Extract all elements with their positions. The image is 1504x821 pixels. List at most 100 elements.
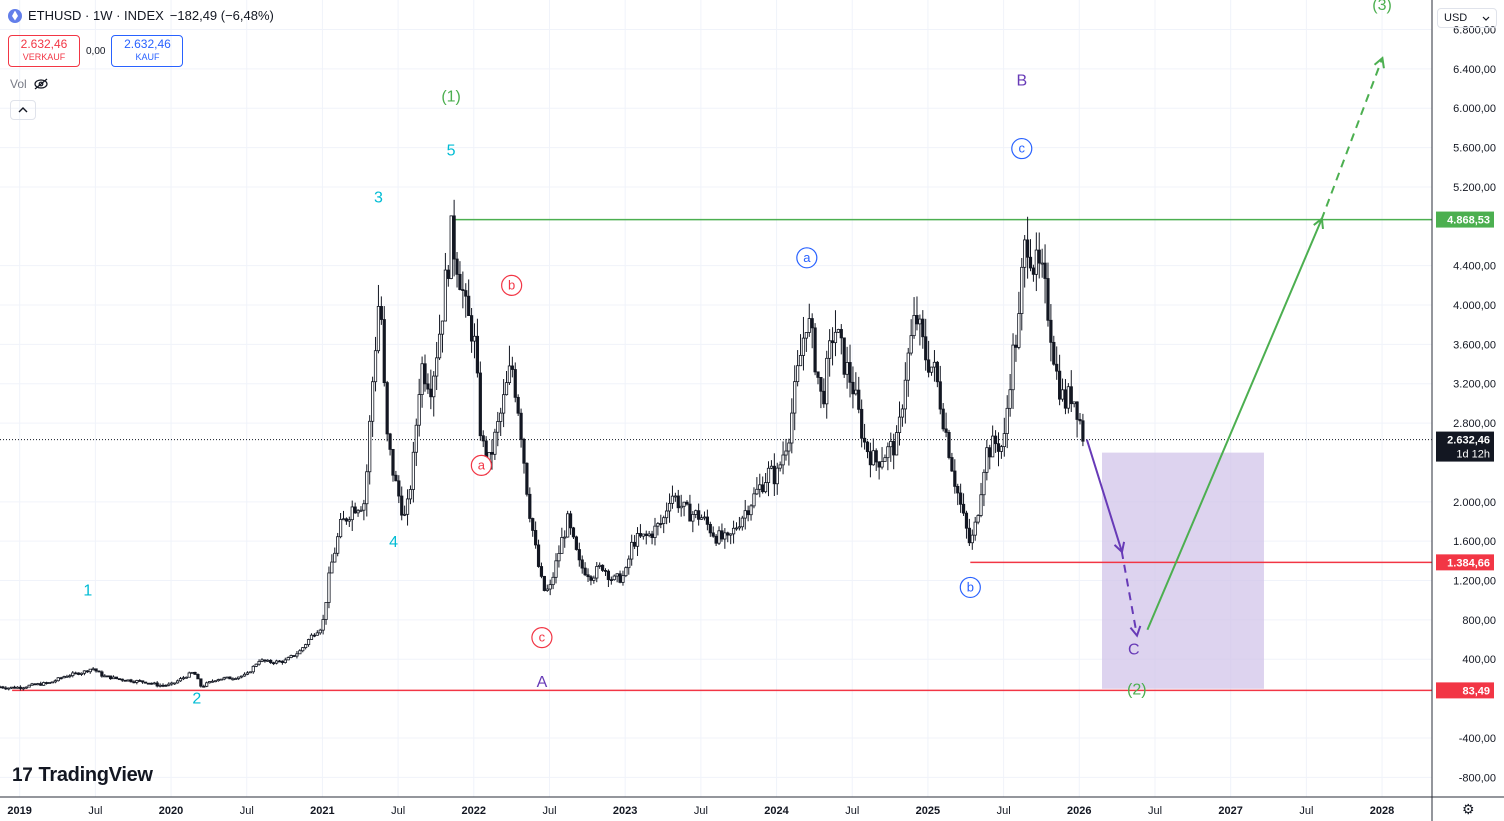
candle-body: [531, 518, 535, 531]
candle-body: [440, 320, 445, 335]
wave-label: (2): [1127, 682, 1147, 699]
price-tick-label: 400,00: [1462, 654, 1496, 666]
gear-icon[interactable]: ⚙: [1462, 801, 1475, 817]
candle-body: [170, 682, 174, 685]
candle-body: [749, 505, 753, 516]
symbol-title[interactable]: ETHUSD · 1W · INDEX: [28, 8, 164, 23]
candle-body: [306, 639, 311, 646]
candle-body: [796, 365, 800, 383]
candle-body: [699, 517, 704, 520]
buy-button[interactable]: 2.632,46 KAUF: [111, 35, 184, 67]
candle-body: [7, 687, 11, 690]
candle-body: [822, 390, 826, 405]
candle-body: [737, 526, 742, 529]
price-tick-label: 5.600,00: [1453, 143, 1496, 155]
candle-body: [443, 269, 447, 322]
candle-body: [964, 512, 969, 529]
candle-body: [612, 575, 616, 581]
candle-body: [109, 675, 113, 680]
price-tick-label: 3.600,00: [1453, 339, 1496, 351]
candle-body: [973, 521, 977, 536]
candle-body: [123, 679, 127, 682]
candle-body: [536, 544, 541, 567]
candle-body: [446, 269, 450, 279]
collapse-legend-button[interactable]: [10, 100, 36, 120]
time-tick-label: 2025: [916, 805, 940, 817]
volume-indicator[interactable]: Vol: [10, 77, 49, 91]
candle-body: [356, 510, 360, 514]
candle-body: [798, 355, 803, 367]
candle-body: [1069, 386, 1073, 405]
candle-body: [449, 215, 453, 279]
candle-body: [830, 340, 835, 344]
tradingview-logo-icon: 17: [12, 764, 33, 786]
candle-body: [557, 553, 561, 562]
candle-body: [959, 492, 963, 505]
candle-body: [175, 680, 180, 684]
candle-body: [391, 448, 395, 476]
candle-body: [225, 676, 229, 679]
candle-body: [251, 665, 255, 673]
price-tick-label: 1.200,00: [1453, 576, 1496, 588]
candle-body: [522, 439, 526, 464]
candle-body: [851, 381, 855, 395]
eye-off-icon[interactable]: [33, 78, 49, 90]
candle-body: [336, 536, 340, 554]
candle-body: [918, 318, 922, 325]
currency-select[interactable]: USD: [1437, 8, 1497, 28]
level-price-tag: 83,49: [1436, 682, 1494, 699]
candle-body: [71, 672, 75, 677]
candle-body: [647, 533, 651, 537]
candle-body: [68, 675, 72, 678]
candle-body: [839, 329, 843, 339]
tradingview-logo[interactable]: 17 TradingView: [12, 764, 153, 787]
chevron-down-icon: [1482, 16, 1490, 21]
candle-body: [1049, 319, 1053, 343]
candle-body: [764, 482, 768, 493]
sell-button[interactable]: 2.632,46 VERKAUF: [8, 35, 80, 67]
candle-body: [650, 533, 654, 538]
candle-body: [263, 659, 267, 662]
candle-body: [62, 676, 66, 679]
candle-body: [996, 443, 1001, 452]
candle-body: [146, 682, 151, 685]
candle-body: [551, 576, 555, 586]
candle-body: [507, 365, 512, 384]
candle-body: [609, 579, 613, 582]
wave-label: 1: [83, 582, 92, 599]
candle-body: [970, 534, 974, 544]
candle-body: [836, 329, 840, 333]
candle-body: [516, 396, 520, 414]
candle-body: [685, 501, 689, 505]
sell-label: VERKAUF: [22, 52, 66, 62]
label-circle: [959, 576, 981, 599]
candle-body: [400, 495, 404, 516]
candle-body: [1017, 313, 1021, 348]
candle-body: [213, 680, 218, 683]
candle-body: [953, 470, 957, 487]
candle-body: [1046, 278, 1050, 321]
candle-body: [801, 337, 806, 356]
current-price-text: 2.632,46: [1447, 435, 1490, 447]
candle-body: [426, 383, 430, 390]
candle-body: [143, 681, 148, 684]
candle-body: [586, 574, 590, 578]
candle-body: [199, 678, 203, 687]
candle-body: [662, 517, 666, 524]
candle-body: [408, 489, 413, 500]
wave-label: 5: [447, 142, 456, 159]
candle-body: [432, 375, 436, 398]
candle-body: [810, 318, 814, 329]
candle-body: [1002, 433, 1006, 448]
label-circle: [470, 454, 492, 477]
candle-body: [42, 682, 46, 686]
candle-body: [769, 465, 774, 469]
ethereum-coin-icon: [8, 8, 22, 23]
circled-wave-label: b: [501, 274, 523, 296]
candle-body: [184, 676, 188, 679]
candle-body: [583, 567, 587, 576]
candle-body: [164, 684, 168, 687]
candle-body: [999, 446, 1003, 452]
volume-label: Vol: [10, 77, 27, 91]
